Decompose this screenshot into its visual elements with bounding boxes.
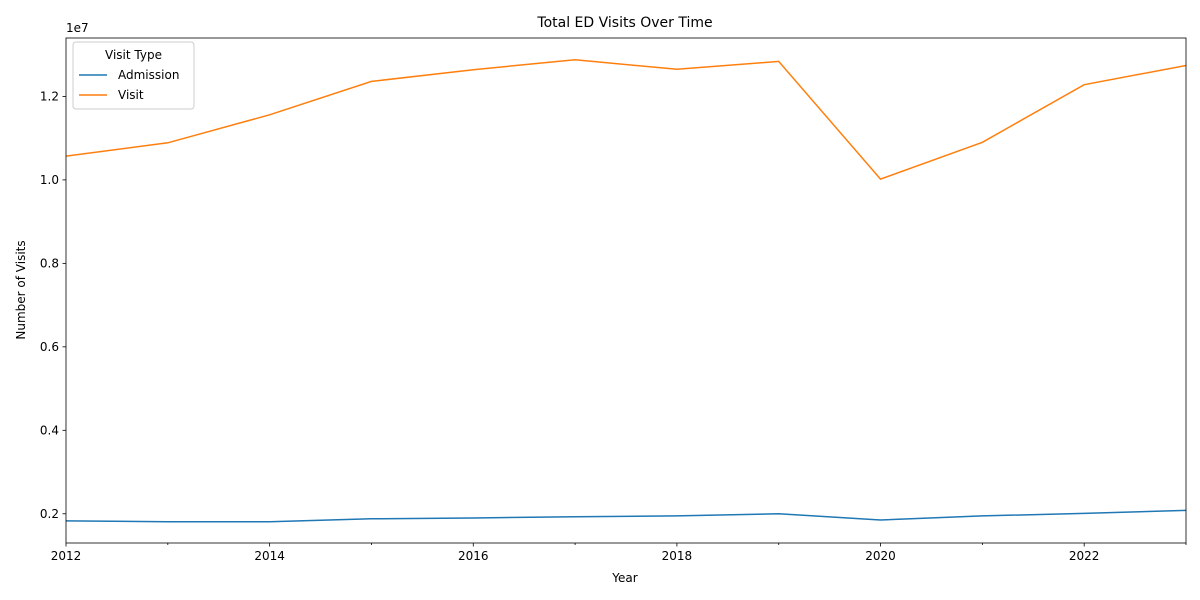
plot-area: 2012 2014 2016 2018 2020 2022 0.2 0.4 0.6 0.8 1.0 1… [40, 37, 1187, 563]
legend-label: Visit [118, 88, 144, 102]
y-axis-label: Number of Visits [14, 240, 28, 339]
x-tick-label: 2022 [1069, 549, 1100, 563]
series-line-admission [66, 509, 1186, 523]
y-offset-text: 1e7 [66, 21, 89, 35]
x-axis-label: Year [611, 571, 637, 585]
legend-title: Visit Type [105, 48, 162, 62]
y-tick-label: 1.2 [40, 89, 59, 103]
y-tick-label: 1.0 [40, 173, 59, 187]
legend-label: Admission [118, 68, 179, 82]
legend: Visit Type Admission Visit [72, 41, 195, 110]
series-line-visit [66, 58, 1186, 180]
x-tick-label: 2016 [458, 549, 489, 563]
x-tick-label: 2014 [254, 549, 285, 563]
legend-box [72, 41, 195, 110]
x-tick-label: 2018 [662, 549, 693, 563]
y-tick-label: 0.6 [40, 340, 59, 354]
y-tick-label: 0.4 [40, 423, 59, 437]
x-tick-label: 2020 [865, 549, 896, 563]
chart-title: Total ED Visits Over Time [536, 15, 712, 31]
x-tick-label: 2012 [51, 549, 82, 563]
y-tick-label: 0.2 [40, 507, 59, 521]
axes-frame [65, 37, 1187, 544]
y-tick-label: 0.8 [40, 256, 59, 270]
